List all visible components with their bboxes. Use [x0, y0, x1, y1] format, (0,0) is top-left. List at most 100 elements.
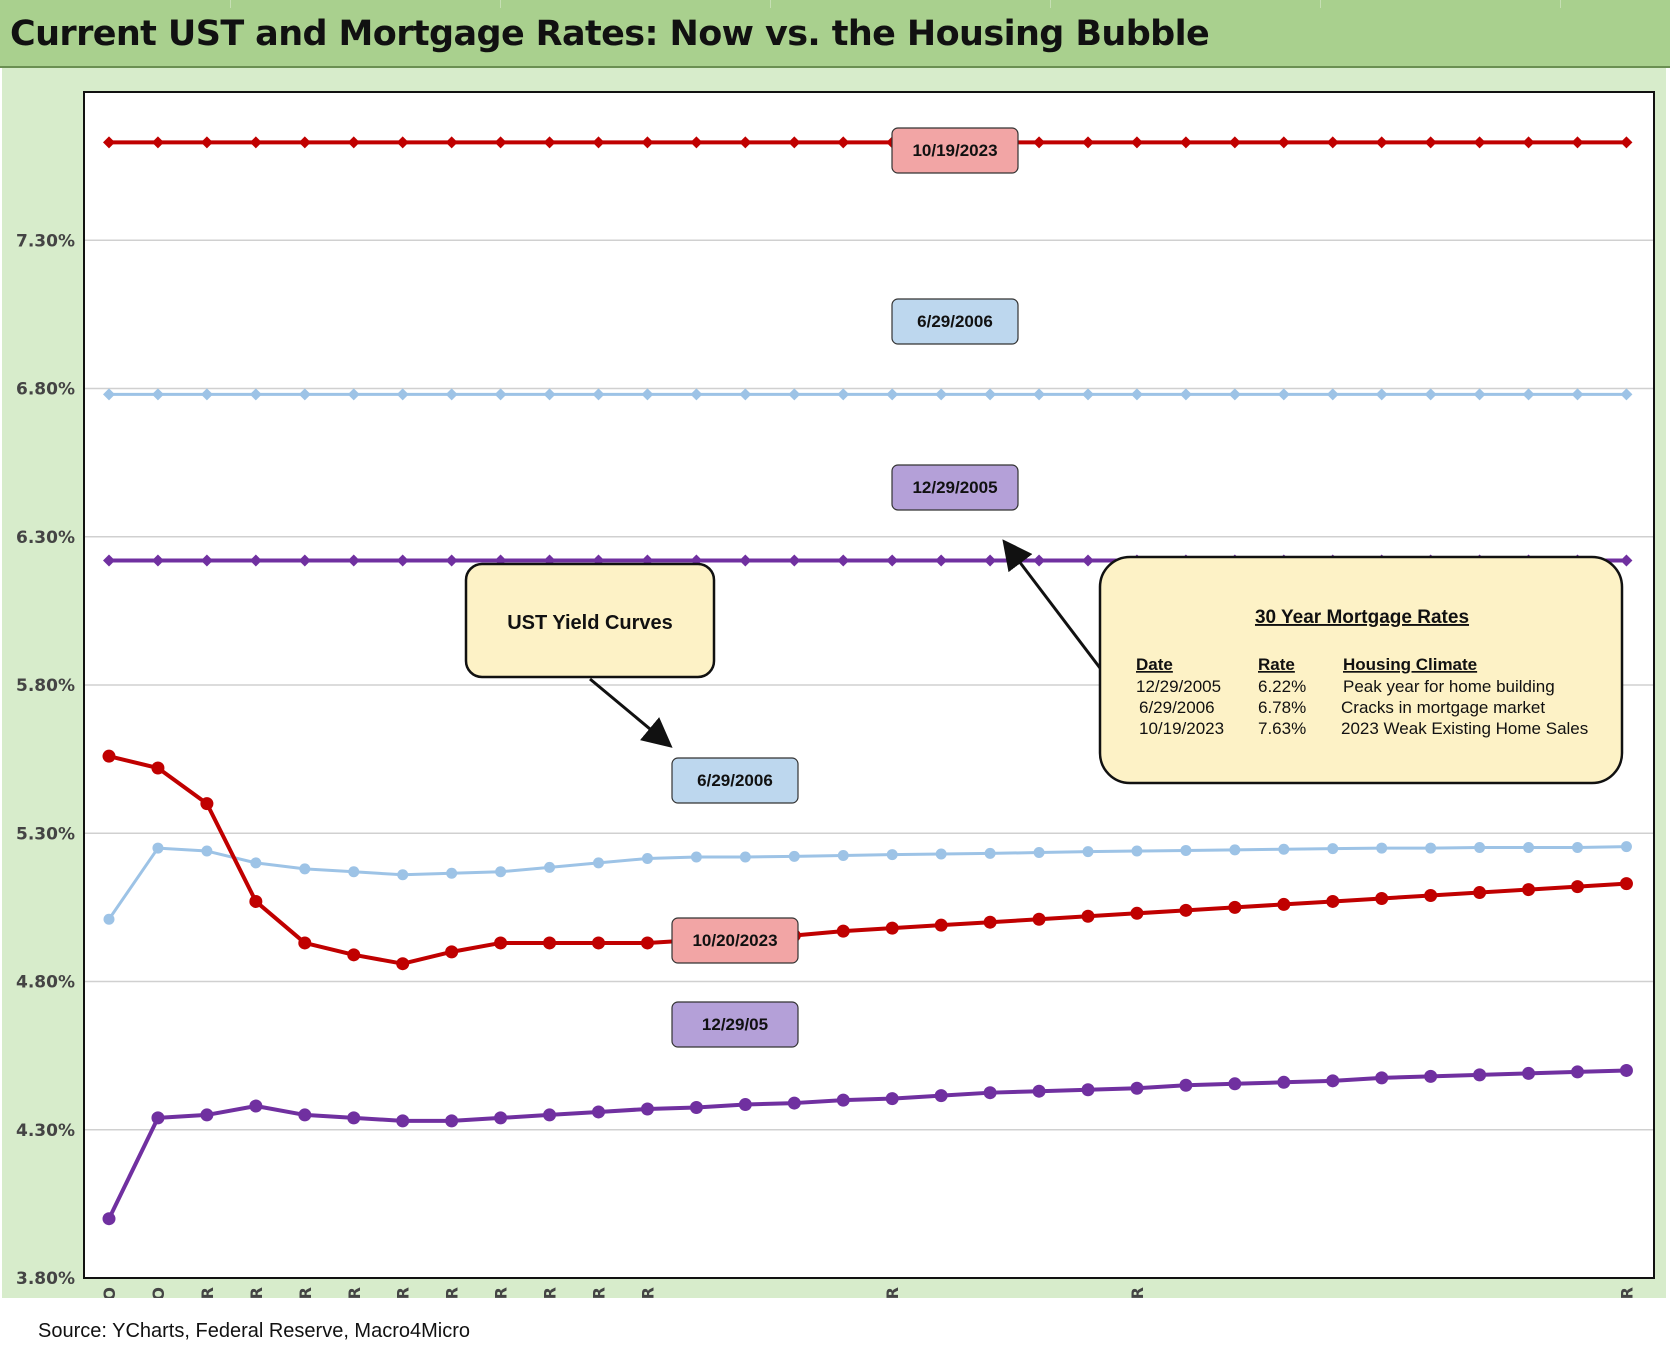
data-point: [103, 136, 115, 149]
data-point: [837, 388, 850, 401]
data-point: [641, 136, 654, 149]
x-tick-label: 7YR: [492, 1287, 511, 1300]
data-point: [249, 136, 262, 149]
data-point: [299, 863, 311, 875]
data-point: [200, 797, 214, 811]
data-point: [1424, 136, 1437, 149]
data-point: [1229, 844, 1241, 856]
data-point: [151, 1111, 165, 1125]
x-tick-label: 3MO: [100, 1287, 119, 1300]
ust-callout-arrow: [589, 677, 673, 748]
data-point: [543, 388, 556, 401]
gridlines: [85, 239, 1653, 1131]
data-point: [543, 1108, 557, 1122]
data-point: [494, 388, 507, 401]
data-point: [984, 847, 996, 859]
data-point: [200, 136, 213, 149]
data-point: [347, 554, 360, 567]
data-point: [1033, 554, 1046, 567]
data-point: [592, 136, 605, 149]
data-point: [249, 388, 262, 401]
legend-row-date: 12/29/2005: [1136, 677, 1221, 696]
data-point: [250, 857, 262, 869]
data-point: [1179, 136, 1192, 149]
legend-row-climate: Peak year for home building: [1343, 677, 1555, 696]
data-point: [1326, 136, 1339, 149]
footer: Source: YCharts, Federal Reserve, Macro4…: [0, 1298, 1670, 1356]
data-point: [1228, 136, 1241, 149]
legend-row-rate: 7.63%: [1258, 719, 1306, 738]
data-point: [1130, 136, 1143, 149]
data-point: [1326, 388, 1339, 401]
data-point: [1473, 388, 1486, 401]
data-point: [1571, 136, 1584, 149]
legend-row-rate: 6.22%: [1258, 677, 1306, 696]
data-point: [1326, 894, 1340, 908]
y-tick-label: 4.80%: [16, 973, 75, 993]
data-point: [494, 936, 508, 950]
y-tick-label: 7.30%: [16, 231, 75, 251]
data-point: [837, 136, 850, 149]
data-point: [1033, 847, 1045, 859]
data-point: [396, 388, 409, 401]
series-layer: [102, 136, 1633, 1226]
data-point: [1277, 897, 1291, 911]
label-2023-ust: 10/20/2023: [692, 931, 777, 950]
data-point: [1082, 136, 1094, 149]
data-point: [445, 388, 458, 401]
data-point: [347, 948, 361, 962]
data-point: [1375, 136, 1388, 149]
data-point: [347, 388, 360, 401]
data-point: [886, 554, 899, 567]
data-point: [788, 554, 801, 567]
data-point: [249, 554, 262, 567]
data-point: [1082, 388, 1094, 401]
data-point: [1424, 388, 1437, 401]
data-point: [348, 866, 360, 878]
data-point: [298, 1108, 312, 1122]
data-point: [1327, 843, 1339, 855]
data-point: [347, 1111, 361, 1125]
source-note: Source: YCharts, Federal Reserve, Macro4…: [38, 1320, 471, 1342]
data-point: [1619, 1063, 1633, 1077]
data-point: [1081, 909, 1095, 923]
data-point: [837, 554, 850, 567]
series-line: [107, 845, 1627, 921]
data-point: [151, 761, 165, 775]
y-tick-label: 5.80%: [16, 676, 75, 696]
series-line: [108, 754, 1627, 966]
data-point: [983, 1086, 997, 1100]
data-point: [152, 842, 164, 854]
data-point: [1572, 841, 1583, 853]
data-point: [1424, 1069, 1438, 1083]
data-point: [935, 388, 948, 401]
data-point: [592, 936, 605, 950]
data-point: [396, 554, 409, 567]
series-ust-6-29-2006: [103, 841, 1632, 925]
data-point: [1179, 903, 1193, 917]
data-point: [1620, 388, 1633, 401]
data-point: [1277, 388, 1290, 401]
data-point: [739, 554, 752, 567]
data-point: [1228, 900, 1242, 914]
y-tick-label: 3.80%: [16, 1269, 75, 1289]
title-bar-divider: [1050, 0, 1051, 8]
title-bar: Current UST and Mortgage Rates: Now vs. …: [0, 0, 1670, 68]
label-box-2023-ust: 10/20/2023: [671, 917, 799, 964]
x-tick-label: 4YR: [345, 1287, 364, 1300]
data-point: [103, 554, 115, 567]
data-point: [151, 136, 164, 149]
data-point: [593, 857, 604, 869]
ust-callout-text: UST Yield Curves: [507, 612, 673, 634]
x-tick-label: 2YR: [247, 1287, 266, 1300]
data-point: [935, 554, 948, 567]
data-point: [1523, 841, 1535, 853]
data-point: [249, 894, 263, 908]
data-point: [641, 852, 653, 864]
y-tick-label: 5.30%: [16, 824, 75, 844]
x-axis: 3MO 6MO 1YR 2YR 3YR 4YR 5YR 6YR 7YR 8YR 9YR 10YR 15Y…: [100, 1287, 1636, 1300]
data-point: [544, 861, 556, 873]
chart-svg: 3.80% 4.30% 4.80% 5.30% 5.80% 6.30% 6.80% 7.30%…: [16, 91, 1655, 1300]
data-point: [1473, 136, 1486, 149]
data-point: [298, 554, 311, 567]
